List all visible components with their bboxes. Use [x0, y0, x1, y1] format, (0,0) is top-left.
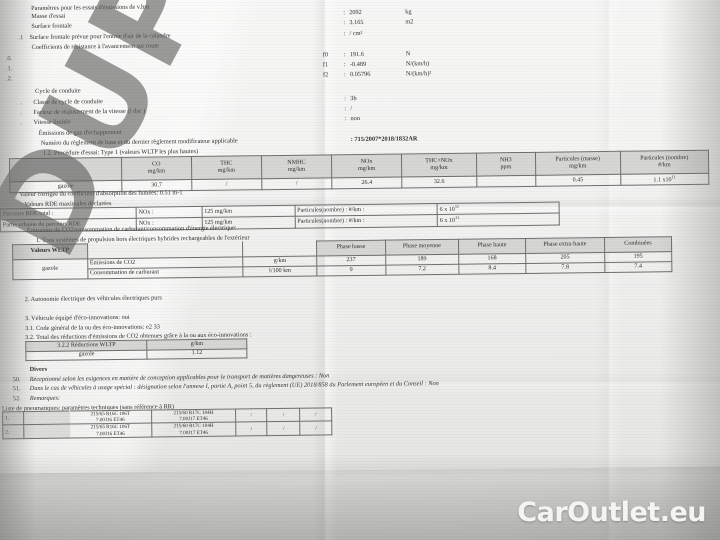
scan-right-shadow — [660, 0, 720, 540]
fold-crease-horizontal-2 — [0, 372, 720, 392]
caroutlet-brand-watermark: CarOutlet.eu — [517, 497, 706, 528]
fold-crease-horizontal-1 — [0, 196, 720, 216]
fold-crease-vertical-2 — [596, 0, 622, 540]
scan-bottom-shadow — [0, 452, 720, 540]
fold-crease-vertical-1 — [312, 0, 338, 540]
scan-left-shadow — [0, 0, 36, 540]
